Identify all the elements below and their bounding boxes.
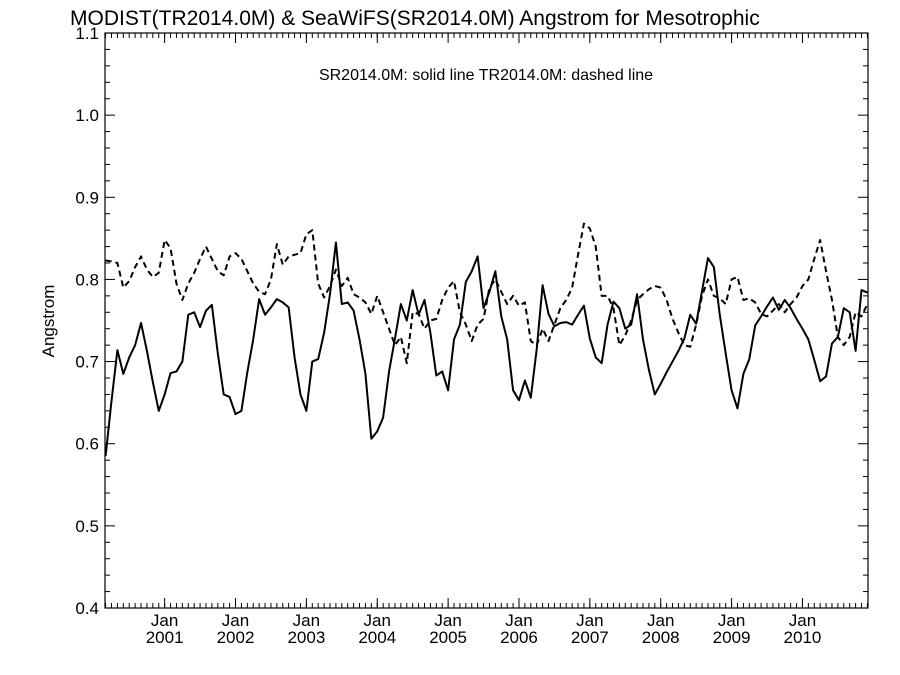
y-tick-label: 0.4 bbox=[75, 599, 99, 618]
y-tick-label: 0.8 bbox=[75, 270, 99, 289]
x-tick-year-label: 2008 bbox=[642, 628, 680, 647]
series-layer bbox=[104, 222, 869, 457]
x-tick-year-label: 2010 bbox=[784, 628, 822, 647]
x-tick-month-label: Jan bbox=[434, 611, 461, 630]
series-line-sr2014-0m bbox=[104, 241, 868, 457]
x-tick-month-label: Jan bbox=[718, 611, 745, 630]
x-tick-year-label: 2005 bbox=[429, 628, 467, 647]
chart-title: MODIST(TR2014.0M) & SeaWiFS(SR2014.0M) A… bbox=[70, 7, 760, 30]
y-tick-label: 1.1 bbox=[75, 24, 99, 43]
x-tick-year-label: 2002 bbox=[217, 628, 255, 647]
x-tick-month-label: Jan bbox=[293, 611, 320, 630]
x-tick-year-label: 2001 bbox=[146, 628, 184, 647]
x-tick-year-label: 2007 bbox=[571, 628, 609, 647]
x-tick-year-label: 2009 bbox=[713, 628, 751, 647]
y-axis-label: Angstrom bbox=[39, 285, 58, 358]
x-tick-year-label: 2006 bbox=[500, 628, 538, 647]
x-tick-month-label: Jan bbox=[647, 611, 674, 630]
x-tick-month-label: Jan bbox=[222, 611, 249, 630]
x-tick-month-label: Jan bbox=[789, 611, 816, 630]
y-tick-label: 0.7 bbox=[75, 353, 99, 372]
legend-annotation: SR2014.0M: solid line TR2014.0M: dashed … bbox=[319, 67, 653, 84]
x-tick-month-label: Jan bbox=[576, 611, 603, 630]
x-tick-month-label: Jan bbox=[151, 611, 178, 630]
axis-ticks bbox=[105, 32, 868, 609]
axis-tick-labels: 0.40.50.60.70.80.91.01.1Jan2001Jan2002Ja… bbox=[75, 24, 821, 647]
x-tick-year-label: 2003 bbox=[287, 628, 325, 647]
y-tick-label: 1.0 bbox=[75, 106, 99, 125]
x-tick-month-label: Jan bbox=[505, 611, 532, 630]
y-tick-label: 0.5 bbox=[75, 517, 99, 536]
x-tick-month-label: Jan bbox=[364, 611, 391, 630]
plot-area-frame bbox=[104, 32, 869, 609]
x-tick-year-label: 2004 bbox=[358, 628, 396, 647]
series-line-tr2014-0m bbox=[105, 222, 869, 365]
y-tick-label: 0.9 bbox=[75, 188, 99, 207]
y-tick-label: 0.6 bbox=[75, 435, 99, 454]
